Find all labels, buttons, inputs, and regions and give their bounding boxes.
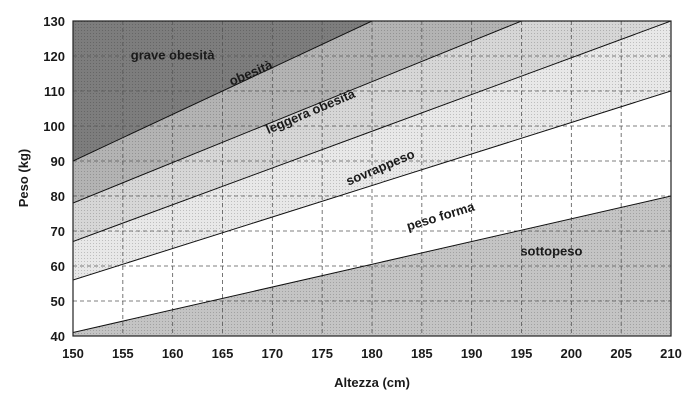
grid-layer	[73, 21, 671, 336]
boundary-line	[73, 21, 373, 162]
boundary-line	[73, 21, 671, 242]
x-tick-label: 155	[112, 346, 134, 361]
y-tick-label: 130	[43, 14, 65, 29]
y-tick-label: 80	[51, 189, 65, 204]
y-axis-title: Peso (kg)	[16, 149, 31, 208]
x-tick-label: 180	[361, 346, 383, 361]
x-tick-label: 160	[162, 346, 184, 361]
y-tick-label: 60	[51, 259, 65, 274]
y-tick-label: 110	[44, 84, 65, 99]
x-tick-label: 195	[511, 346, 533, 361]
x-tick-label: 200	[560, 346, 582, 361]
x-tick-label: 170	[261, 346, 283, 361]
y-tick-label: 120	[43, 49, 65, 64]
boundary-line	[73, 21, 522, 204]
y-tick-label: 90	[51, 154, 65, 169]
y-tick-label: 40	[51, 329, 65, 344]
x-tick-labels: 150 155 160 165 170 175 180 185 190 195 200 205 210	[62, 346, 682, 361]
x-tick-label: 205	[610, 346, 632, 361]
x-tick-label: 150	[62, 346, 84, 361]
band-label: sottopeso	[520, 244, 582, 259]
x-tick-label: 185	[411, 346, 433, 361]
y-tick-label: 50	[51, 294, 65, 309]
boundary-line	[73, 90, 671, 281]
x-tick-label: 175	[311, 346, 333, 361]
boundary-line	[73, 195, 671, 333]
y-tick-labels: 40 50 60 70 80 90 100 110 120 130	[43, 14, 65, 344]
x-tick-label: 165	[212, 346, 234, 361]
x-tick-label: 190	[461, 346, 483, 361]
y-tick-label: 70	[51, 224, 65, 239]
x-axis-title: Altezza (cm)	[334, 375, 410, 390]
x-tick-label: 210	[660, 346, 682, 361]
band-label: grave obesità	[131, 48, 216, 63]
y-tick-label: 100	[43, 119, 65, 134]
boundary-lines-layer	[73, 21, 671, 333]
plot-frame	[72, 20, 672, 337]
